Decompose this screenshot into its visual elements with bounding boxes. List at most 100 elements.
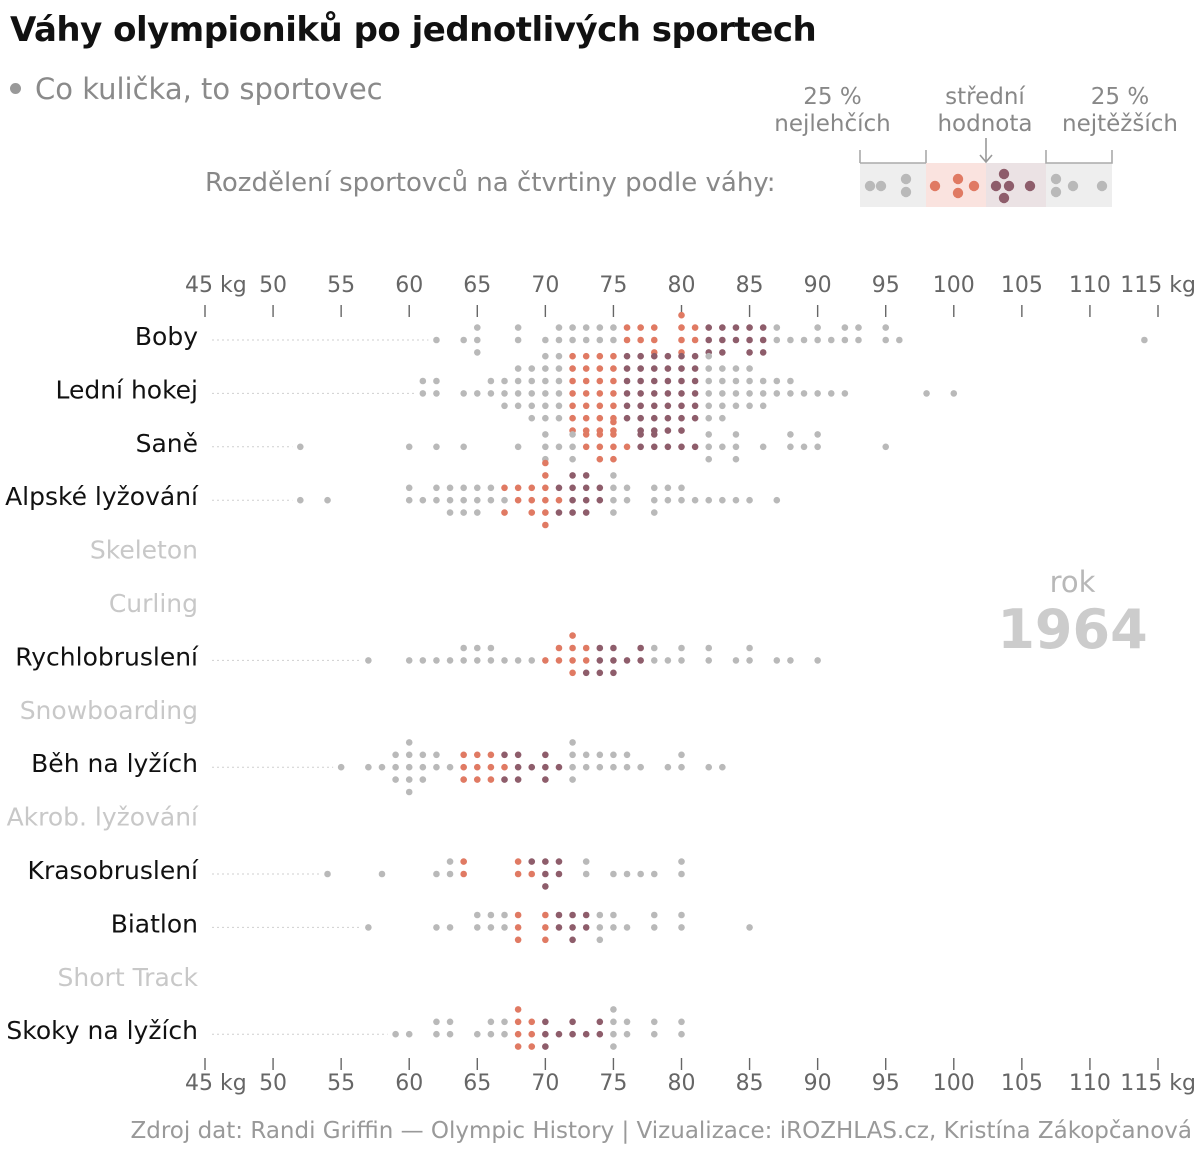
athlete-dot <box>569 776 576 783</box>
athlete-dot <box>705 496 713 504</box>
athlete-dot <box>446 763 454 771</box>
sport-label: Lední hokej <box>55 375 198 404</box>
axis-tick-label-top: 105 <box>1001 273 1043 298</box>
athlete-dot <box>569 669 576 677</box>
athlete-dot <box>460 763 467 771</box>
athlete-dot <box>514 776 522 783</box>
athlete-dot <box>610 496 617 504</box>
athlete-dot <box>582 751 590 759</box>
athlete-dot <box>582 324 590 331</box>
athlete-dot <box>460 496 467 504</box>
athlete-dot <box>433 484 440 492</box>
athlete-dot <box>487 1030 495 1038</box>
athlete-dot <box>514 751 522 759</box>
athlete-dot <box>623 324 631 331</box>
athlete-dot <box>691 390 699 397</box>
athlete-dot <box>664 657 672 664</box>
source-credit: Zdroj dat: Randi Griffin — Olympic Histo… <box>130 1118 1193 1144</box>
athlete-dot <box>473 1030 481 1038</box>
athlete-dot <box>528 1043 536 1050</box>
athlete-dot <box>514 496 522 504</box>
sport-label: Saně <box>136 429 198 458</box>
athlete-dot <box>542 431 549 438</box>
athlete-dot <box>664 484 672 492</box>
axis-tick-label-bottom: 70 <box>531 1071 559 1096</box>
athlete-dot <box>514 443 522 451</box>
athlete-dot <box>433 1030 440 1038</box>
athlete-dot <box>732 431 740 438</box>
athlete-dot <box>582 1030 590 1038</box>
athlete-dot <box>705 443 713 451</box>
athlete-dot <box>542 870 549 878</box>
athlete-dot <box>542 377 549 385</box>
axis-tick-label-top: 85 <box>736 273 764 298</box>
athlete-dot <box>746 377 753 385</box>
athlete-dot <box>705 377 713 385</box>
athlete-dot <box>514 484 522 492</box>
athlete-dot <box>542 751 549 759</box>
athlete-dot <box>650 443 658 451</box>
athlete-dot <box>596 365 604 372</box>
athlete-dot <box>637 763 644 771</box>
athlete-dot <box>787 377 794 385</box>
athlete-dot <box>542 365 549 372</box>
athlete-dot <box>446 496 454 504</box>
athlete-dot <box>678 443 685 451</box>
athlete-dot <box>705 336 713 344</box>
athlete-dot <box>460 858 467 865</box>
athlete-dot <box>446 657 454 664</box>
athlete-dot <box>759 377 767 385</box>
athlete-dot <box>582 365 590 372</box>
athlete-dot <box>637 324 644 331</box>
athlete-dot <box>610 911 617 919</box>
athlete-dot <box>501 776 508 783</box>
sport-label: Biatlon <box>111 909 198 938</box>
athlete-dot <box>446 509 454 516</box>
athlete-dot <box>555 858 563 865</box>
athlete-dot <box>610 472 617 479</box>
athlete-dot <box>514 657 522 664</box>
athlete-dot <box>664 496 672 504</box>
athlete-dot <box>610 924 617 931</box>
legend-median-bottom: hodnota <box>937 111 1033 137</box>
athlete-dot <box>814 390 821 397</box>
athlete-dot <box>473 776 481 783</box>
athlete-dot <box>650 911 658 919</box>
athlete-dot <box>746 402 753 410</box>
athlete-dot <box>569 496 576 504</box>
athlete-dot <box>487 377 495 385</box>
athlete-dot <box>555 365 563 372</box>
athlete-dot <box>650 431 658 438</box>
athlete-dot <box>542 390 549 397</box>
athlete-dot <box>582 472 590 479</box>
athlete-dot <box>773 377 781 385</box>
athlete-dot <box>691 324 699 331</box>
athlete-dot <box>582 644 590 652</box>
athlete-dot <box>855 324 862 331</box>
athlete-dot <box>433 924 440 931</box>
legend-median-arrow-icon <box>979 138 993 164</box>
athlete-dot <box>419 776 427 783</box>
athlete-dot <box>787 336 794 344</box>
axis-tick-label-bottom: 100 <box>933 1071 975 1096</box>
athlete-dot <box>610 402 617 410</box>
athlete-dot <box>882 443 890 451</box>
athlete-dot <box>405 484 413 492</box>
athlete-dot <box>623 390 631 397</box>
athlete-dot <box>405 763 413 771</box>
athlete-dot <box>569 365 576 372</box>
athlete-dot <box>678 414 685 422</box>
athlete-dot <box>637 390 644 397</box>
athlete-dot <box>637 336 644 344</box>
athlete-dot <box>841 390 849 397</box>
athlete-dot <box>596 443 604 451</box>
athlete-dot <box>746 496 753 504</box>
athlete-dot <box>542 472 549 479</box>
athlete-dot <box>623 496 631 504</box>
athlete-dot <box>460 644 467 652</box>
athlete-dot <box>678 352 685 360</box>
athlete-dot <box>460 336 467 344</box>
athlete-dot <box>501 484 508 492</box>
athlete-dot <box>759 402 767 410</box>
